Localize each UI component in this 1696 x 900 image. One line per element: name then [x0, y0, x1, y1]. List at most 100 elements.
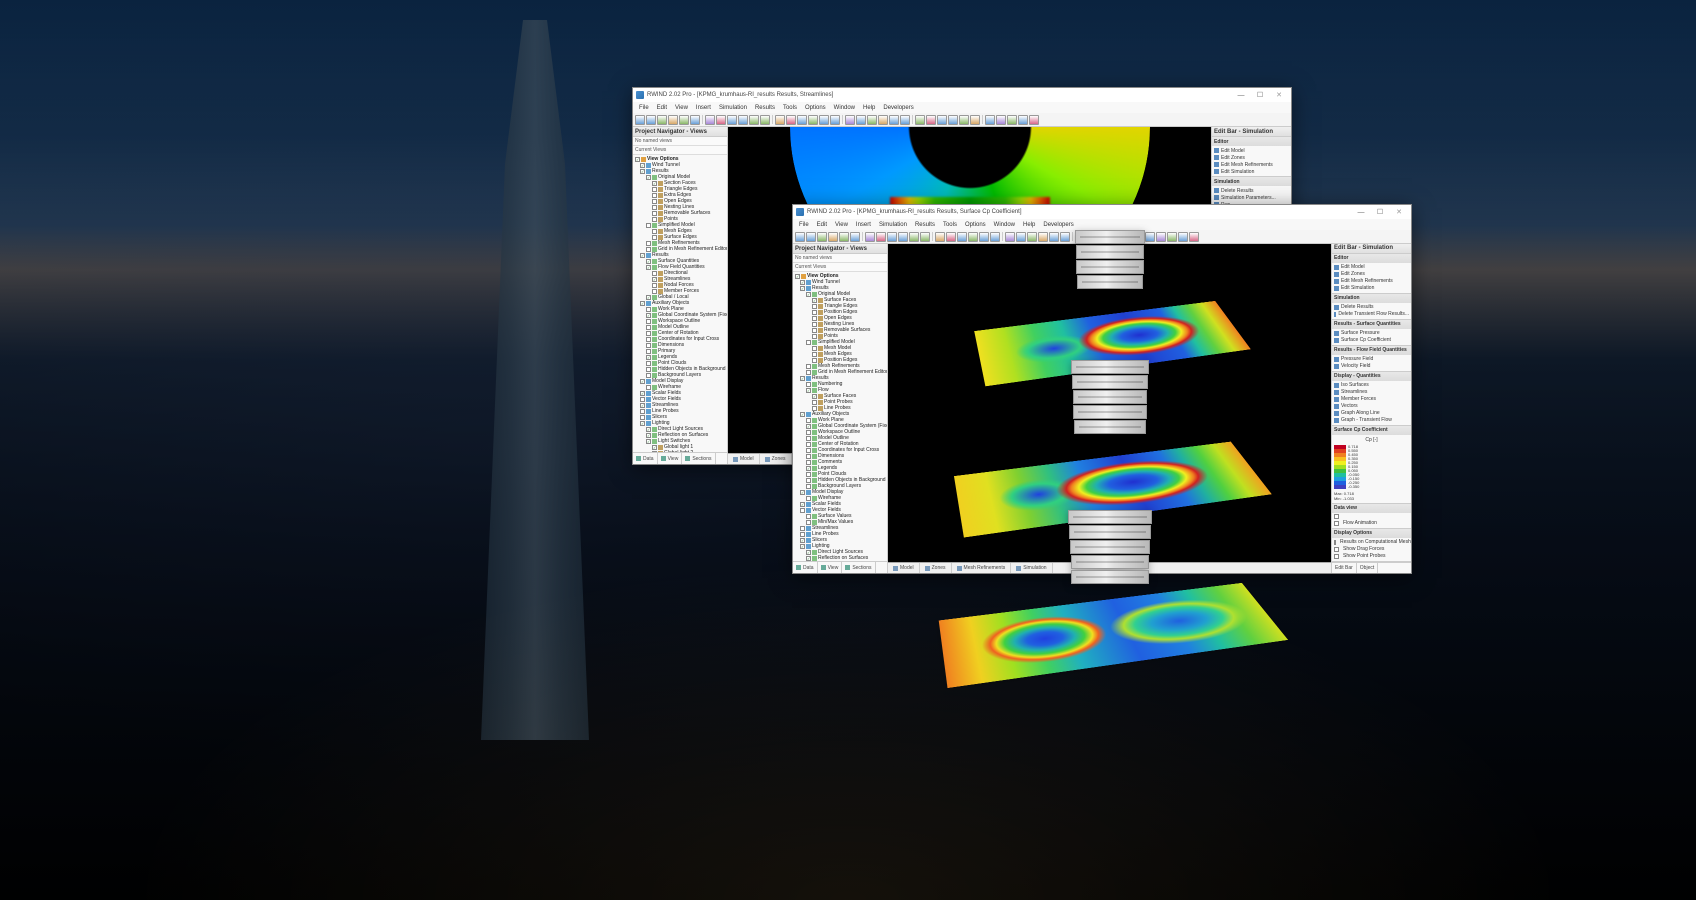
checkbox-icon[interactable] [646, 349, 651, 354]
checkbox-icon[interactable] [806, 514, 811, 519]
toolbar-button[interactable] [1049, 232, 1059, 242]
menu-item-file[interactable]: File [635, 102, 653, 113]
viewport-tab-zones[interactable]: Zones [760, 454, 792, 464]
checkbox-icon[interactable] [640, 163, 645, 168]
edit-bar-item[interactable]: Simulation Parameters... [1213, 194, 1290, 201]
viewport-tab-model[interactable]: Model [888, 563, 920, 573]
checkbox-icon[interactable] [1334, 547, 1339, 552]
toolbar-button[interactable] [808, 115, 818, 125]
checkbox-icon[interactable] [652, 277, 657, 282]
checkbox-icon[interactable] [646, 373, 651, 378]
tree-view[interactable]: View OptionsWind TunnelResultsOriginal M… [633, 155, 727, 452]
toolbar-button[interactable] [1027, 232, 1037, 242]
checkbox-icon[interactable] [806, 484, 811, 489]
toolbar-button[interactable] [690, 115, 700, 125]
viewport-tab-model[interactable]: Model [728, 454, 760, 464]
toolbar-button[interactable] [786, 115, 796, 125]
toolbar-button[interactable] [819, 115, 829, 125]
viewport-tab-mesh-refinements[interactable]: Mesh Refinements [952, 563, 1012, 573]
toolbar-button[interactable] [635, 115, 645, 125]
menu-item-view[interactable]: View [831, 219, 852, 230]
checkbox-icon[interactable] [640, 253, 645, 258]
checkbox-icon[interactable] [652, 271, 657, 276]
edit-bar-item[interactable]: Pressure Field [1333, 356, 1410, 363]
checkbox-icon[interactable] [652, 205, 657, 210]
toolbar-button[interactable] [646, 115, 656, 125]
checkbox-icon[interactable] [812, 406, 817, 411]
checkbox-icon[interactable] [646, 313, 651, 318]
toolbar-button[interactable] [1038, 232, 1048, 242]
panel-tab-view[interactable]: View [658, 453, 683, 464]
toolbar-button[interactable] [985, 115, 995, 125]
bottom-tab[interactable]: Edit Bar [1332, 563, 1357, 573]
edit-bar-item[interactable]: Edit Mesh Refinements [1213, 161, 1290, 168]
checkbox-icon[interactable] [800, 526, 805, 531]
toolbar-button[interactable] [909, 232, 919, 242]
toolbar-button[interactable] [1075, 232, 1085, 242]
bottom-tab[interactable]: Object [1357, 563, 1378, 573]
menu-item-edit[interactable]: Edit [653, 102, 671, 113]
toolbar-button[interactable] [1167, 232, 1177, 242]
tree-item[interactable]: Grid in Mesh Refinement Editor [794, 369, 886, 375]
checkbox-icon[interactable] [640, 391, 645, 396]
toolbar-button[interactable] [850, 232, 860, 242]
checkbox-icon[interactable] [812, 352, 817, 357]
toolbar-button[interactable] [1016, 232, 1026, 242]
toolbar-button[interactable] [1130, 232, 1140, 242]
menu-item-tools[interactable]: Tools [939, 219, 961, 230]
toolbar-button[interactable] [845, 115, 855, 125]
menu-item-help[interactable]: Help [1019, 219, 1039, 230]
checkbox-icon[interactable] [806, 448, 811, 453]
toolbar-button[interactable] [668, 115, 678, 125]
edit-bar-item[interactable]: Edit Mesh Refinements [1333, 278, 1410, 285]
checkbox-icon[interactable] [806, 478, 811, 483]
toolbar-button[interactable] [1156, 232, 1166, 242]
edit-bar-item[interactable]: Edit Simulation [1333, 285, 1410, 292]
close-button[interactable]: ✕ [1390, 207, 1408, 217]
toolbar-button[interactable] [990, 232, 1000, 242]
checkbox-icon[interactable] [812, 394, 817, 399]
checkbox-icon[interactable] [646, 427, 651, 432]
checkbox-icon[interactable] [812, 310, 817, 315]
toolbar-button[interactable] [887, 232, 897, 242]
checkbox-icon[interactable] [806, 436, 811, 441]
menu-item-developers[interactable]: Developers [1039, 219, 1077, 230]
toolbar-button[interactable] [679, 115, 689, 125]
checkbox-icon[interactable] [806, 466, 811, 471]
checkbox-icon[interactable] [800, 490, 805, 495]
checkbox-icon[interactable] [812, 328, 817, 333]
edit-bar-item[interactable]: Vectors [1333, 403, 1410, 410]
menu-item-options[interactable]: Options [801, 102, 830, 113]
toolbar-button[interactable] [839, 232, 849, 242]
checkbox-icon[interactable] [800, 286, 805, 291]
checkbox-icon[interactable] [640, 301, 645, 306]
menu-item-view[interactable]: View [671, 102, 692, 113]
edit-bar-item[interactable]: Delete Results [1213, 187, 1290, 194]
checkbox-icon[interactable] [806, 364, 811, 369]
edit-bar-item[interactable]: Velocity Field [1333, 363, 1410, 370]
checkbox-icon[interactable] [652, 283, 657, 288]
edit-bar-item[interactable]: Delete Transient Flow Results... [1333, 311, 1410, 318]
checkbox-icon[interactable] [806, 424, 811, 429]
checkbox-icon[interactable] [806, 472, 811, 477]
checkbox-icon[interactable] [806, 382, 811, 387]
toolbar-button[interactable] [1189, 232, 1199, 242]
checkbox-icon[interactable] [806, 496, 811, 501]
toolbar-button[interactable] [1005, 232, 1015, 242]
checkbox-icon[interactable] [806, 550, 811, 555]
edit-bar-item[interactable]: Edit Zones [1213, 154, 1290, 161]
checkbox-icon[interactable] [640, 397, 645, 402]
checkbox-icon[interactable] [812, 346, 817, 351]
checkbox-icon[interactable] [640, 421, 645, 426]
checkbox-icon[interactable] [812, 358, 817, 363]
menu-item-window[interactable]: Window [830, 102, 859, 113]
checkbox-icon[interactable] [640, 403, 645, 408]
checkbox-icon[interactable] [646, 337, 651, 342]
edit-bar-item[interactable]: Edit Zones [1333, 271, 1410, 278]
checkbox-icon[interactable] [806, 388, 811, 393]
menu-item-options[interactable]: Options [961, 219, 990, 230]
toolbar-button[interactable] [865, 232, 875, 242]
checkbox-icon[interactable] [806, 556, 811, 561]
tree-view[interactable]: View OptionsWind TunnelResultsOriginal M… [793, 272, 887, 561]
menu-item-tools[interactable]: Tools [779, 102, 801, 113]
